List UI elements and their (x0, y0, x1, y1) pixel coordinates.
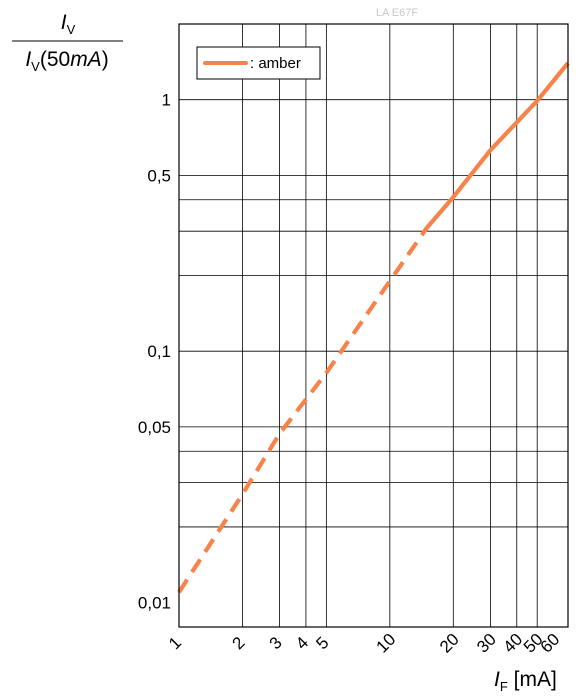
x-tick-label: 2 (229, 633, 249, 653)
y-label-den-symbol: I (25, 48, 31, 71)
y-tick-label: 0,05 (138, 418, 171, 437)
y-label-den-close: ) (102, 48, 109, 71)
series-amber-dashed (177, 226, 429, 594)
x-label-symbol: I (494, 668, 500, 691)
y-axis-label: IV IV(50mA) (12, 11, 123, 74)
legend: : amber (196, 46, 321, 80)
series-amber-solid (425, 61, 570, 229)
series-layer (177, 61, 570, 594)
x-tick-label: 3 (266, 633, 286, 653)
x-tick-label: 20 (436, 630, 463, 657)
x-tick-label: 60 (537, 630, 564, 657)
x-axis-label: IF [mA] (494, 668, 557, 694)
x-tick-label: 4 (292, 633, 312, 653)
x-tick-label: 5 (312, 633, 332, 653)
x-label-unit: [mA] (508, 668, 557, 691)
y-tick-label: 0,01 (138, 594, 171, 613)
x-tick-label: 30 (473, 630, 500, 657)
y-tick-label: 0,1 (147, 342, 171, 361)
svg-text:IV: IV (61, 11, 76, 37)
y-label-den-open: (50 (40, 48, 70, 71)
y-label-den-unit: mA (70, 48, 102, 71)
x-label-sub: F (500, 679, 508, 694)
svg-text:IV(50mA): IV(50mA) (25, 48, 108, 74)
y-label-den-sub: V (31, 59, 40, 74)
y-label-num-sub: V (67, 22, 76, 37)
plot-frame (178, 23, 569, 628)
y-tick-labels: 0,01 0,05 0,1 0,5 1 (138, 91, 171, 613)
watermark: LA E67F (376, 7, 418, 19)
y-tick-label: 0,5 (147, 166, 171, 185)
y-label-num-symbol: I (61, 11, 67, 34)
y-tick-label: 1 (162, 91, 171, 110)
legend-label-amber: : amber (250, 55, 301, 72)
x-tick-label: 10 (373, 630, 400, 657)
x-tick-label: 1 (165, 633, 185, 653)
grid (178, 24, 568, 627)
